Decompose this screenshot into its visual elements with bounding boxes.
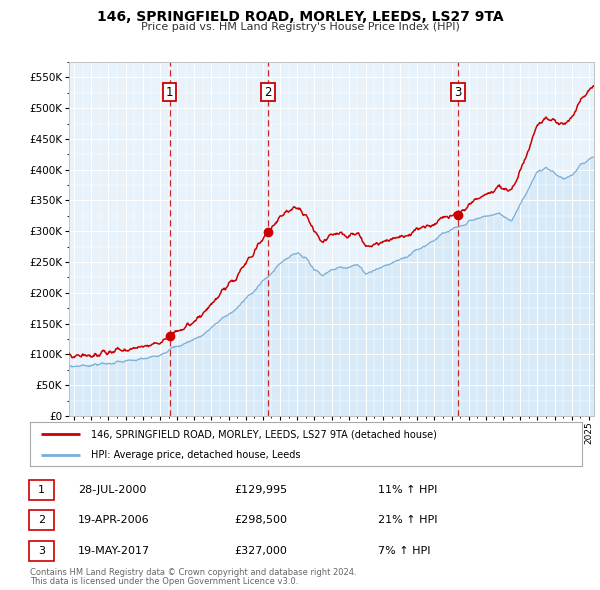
Text: 3: 3 xyxy=(454,86,462,99)
Text: £298,500: £298,500 xyxy=(234,516,287,525)
Text: 7% ↑ HPI: 7% ↑ HPI xyxy=(378,546,431,556)
Text: HPI: Average price, detached house, Leeds: HPI: Average price, detached house, Leed… xyxy=(91,450,300,460)
Text: 3: 3 xyxy=(38,546,45,556)
Text: 28-JUL-2000: 28-JUL-2000 xyxy=(78,485,146,494)
Text: Contains HM Land Registry data © Crown copyright and database right 2024.: Contains HM Land Registry data © Crown c… xyxy=(30,568,356,577)
Text: Price paid vs. HM Land Registry's House Price Index (HPI): Price paid vs. HM Land Registry's House … xyxy=(140,22,460,32)
Text: 2: 2 xyxy=(38,516,45,525)
Text: 1: 1 xyxy=(38,485,45,494)
Text: 146, SPRINGFIELD ROAD, MORLEY, LEEDS, LS27 9TA (detached house): 146, SPRINGFIELD ROAD, MORLEY, LEEDS, LS… xyxy=(91,430,437,439)
Text: 11% ↑ HPI: 11% ↑ HPI xyxy=(378,485,437,494)
Text: 19-APR-2006: 19-APR-2006 xyxy=(78,516,149,525)
Text: This data is licensed under the Open Government Licence v3.0.: This data is licensed under the Open Gov… xyxy=(30,577,298,586)
Text: 19-MAY-2017: 19-MAY-2017 xyxy=(78,546,150,556)
Text: 21% ↑ HPI: 21% ↑ HPI xyxy=(378,516,437,525)
Text: £129,995: £129,995 xyxy=(234,485,287,494)
Text: 146, SPRINGFIELD ROAD, MORLEY, LEEDS, LS27 9TA: 146, SPRINGFIELD ROAD, MORLEY, LEEDS, LS… xyxy=(97,10,503,24)
Text: £327,000: £327,000 xyxy=(234,546,287,556)
Text: 1: 1 xyxy=(166,86,173,99)
Text: 2: 2 xyxy=(264,86,272,99)
